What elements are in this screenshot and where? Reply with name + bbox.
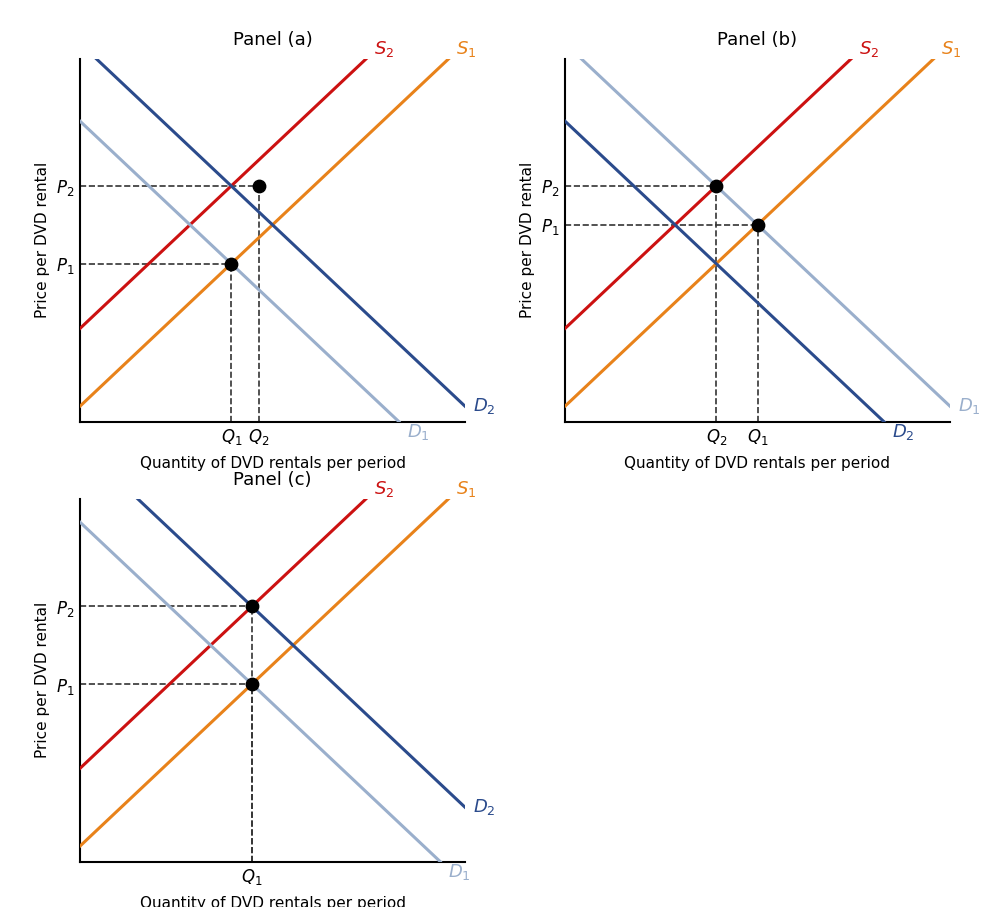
Text: $S_2$: $S_2$ — [374, 479, 394, 499]
Text: $S_2$: $S_2$ — [374, 39, 394, 59]
Title: Panel (a): Panel (a) — [233, 31, 312, 49]
Title: Panel (b): Panel (b) — [717, 31, 798, 49]
Text: $S_1$: $S_1$ — [941, 39, 962, 59]
X-axis label: Quantity of DVD rentals per period: Quantity of DVD rentals per period — [140, 455, 406, 471]
Point — [223, 257, 239, 271]
X-axis label: Quantity of DVD rentals per period: Quantity of DVD rentals per period — [140, 895, 406, 907]
Text: $D_2$: $D_2$ — [473, 797, 495, 817]
Text: $S_1$: $S_1$ — [456, 479, 477, 499]
Text: $S_2$: $S_2$ — [859, 39, 879, 59]
Text: $D_1$: $D_1$ — [958, 396, 980, 416]
Point — [708, 179, 724, 193]
Point — [750, 218, 766, 232]
Text: $D_2$: $D_2$ — [473, 396, 495, 416]
Point — [244, 600, 260, 614]
Text: $D_1$: $D_1$ — [448, 862, 471, 882]
Text: $D_1$: $D_1$ — [407, 422, 429, 442]
Title: Panel (c): Panel (c) — [233, 471, 312, 489]
Text: $D_2$: $D_2$ — [892, 422, 914, 442]
Y-axis label: Price per DVD rental: Price per DVD rental — [35, 602, 50, 758]
Point — [251, 179, 267, 193]
Point — [244, 677, 260, 691]
Y-axis label: Price per DVD rental: Price per DVD rental — [520, 162, 535, 318]
X-axis label: Quantity of DVD rentals per period: Quantity of DVD rentals per period — [624, 455, 891, 471]
Y-axis label: Price per DVD rental: Price per DVD rental — [35, 162, 50, 318]
Text: $S_1$: $S_1$ — [456, 39, 477, 59]
